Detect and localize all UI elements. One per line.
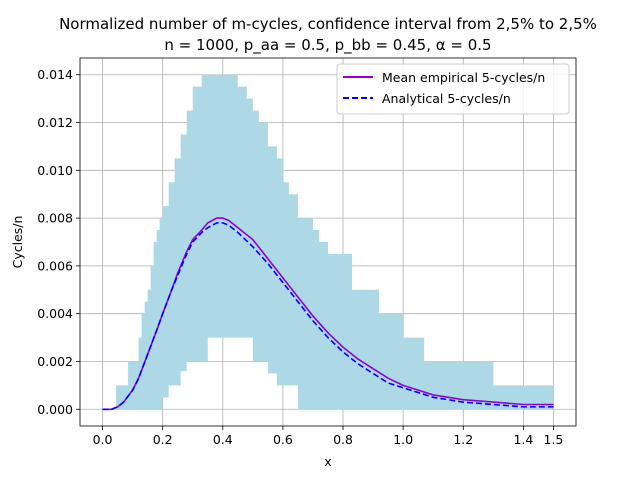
chart-subtitle: n = 1000, p_aa = 0.5, p_bb = 0.45, α = 0… [164,36,491,55]
y-axis-label: Cycles/n [10,216,25,269]
legend: Mean empirical 5-cycles/n Analytical 5-c… [336,63,570,115]
chart-title: Normalized number of m-cycles, confidenc… [59,15,597,33]
x-axis-label: x [324,454,331,469]
x-tick-label: 0.6 [273,432,293,447]
x-tick-label: 1.4 [513,432,533,447]
legend-label-empirical: Mean empirical 5-cycles/n [382,70,545,85]
x-tick-label: 1.0 [393,432,413,447]
y-tick-label: 0.004 [37,306,73,321]
plot-frame [79,57,577,427]
x-tick-label: 1.5 [544,432,564,447]
x-tick-label: 0.0 [93,432,113,447]
y-axis-ticks: 0.000 0.002 0.004 0.006 0.008 0.010 0.012 0.014 [37,67,80,417]
y-tick-label: 0.008 [37,211,73,226]
x-axis-ticks: 0.0 0.2 0.4 0.6 0.8 1.0 1.2 1.4 1.5 [93,426,564,447]
y-tick-label: 0.014 [37,67,73,82]
x-tick-label: 0.8 [333,432,353,447]
confidence-band [102,74,554,410]
confidence-band-area [102,74,554,410]
x-tick-label: 0.4 [213,432,233,447]
x-tick-label: 0.2 [153,432,173,447]
y-tick-label: 0.006 [37,258,73,273]
x-tick-label: 1.2 [453,432,473,447]
series-lines [102,217,554,411]
y-tick-label: 0.012 [37,115,73,130]
legend-label-analytical: Analytical 5-cycles/n [382,91,511,106]
y-tick-label: 0.000 [37,402,73,417]
y-tick-label: 0.002 [37,354,73,369]
y-tick-label: 0.010 [37,163,73,178]
legend-frame [336,63,570,115]
series-line-analytical [102,222,554,411]
